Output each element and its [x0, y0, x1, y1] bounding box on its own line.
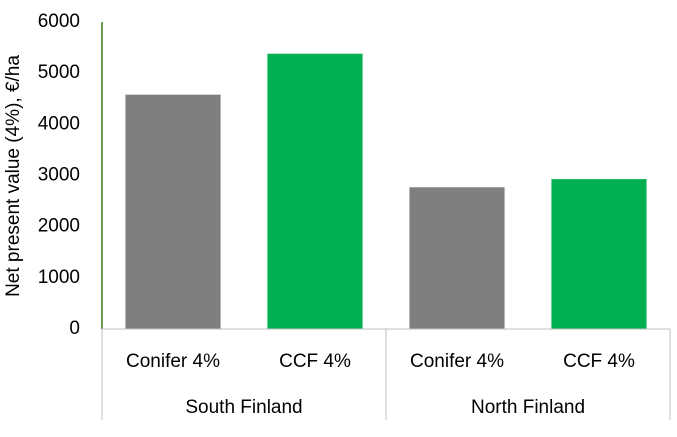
y-axis-label: Net present value (4%), €/ha — [3, 55, 24, 297]
bar — [125, 94, 221, 329]
y-tick-label: 0 — [69, 318, 80, 339]
group-label: South Finland — [185, 397, 302, 418]
group-label: North Finland — [471, 397, 585, 418]
x-tick-label: CCF 4% — [563, 351, 635, 372]
y-tick-label: 4000 — [38, 113, 80, 134]
y-tick-label: 5000 — [38, 62, 80, 83]
y-tick-label: 1000 — [38, 267, 80, 288]
y-tick-label: 6000 — [38, 11, 80, 32]
x-tick-label: Conifer 4% — [126, 351, 220, 372]
y-tick-label: 2000 — [38, 216, 80, 237]
bar — [409, 187, 505, 329]
x-tick-label: CCF 4% — [279, 351, 351, 372]
y-tick-label: 3000 — [38, 165, 80, 186]
bar — [267, 53, 363, 330]
bar — [551, 179, 647, 329]
x-tick-label: Conifer 4% — [410, 351, 504, 372]
